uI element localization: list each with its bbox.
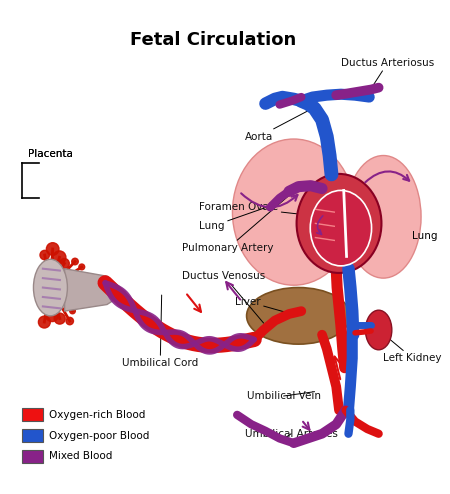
Text: Oxygen-poor Blood: Oxygen-poor Blood (49, 431, 149, 441)
Text: Ductus Venosus: Ductus Venosus (182, 271, 266, 323)
Text: Foramen Ovale: Foramen Ovale (199, 203, 321, 216)
Text: Lung: Lung (412, 231, 437, 241)
Text: Fetal Circulation: Fetal Circulation (130, 31, 297, 49)
Circle shape (81, 286, 94, 298)
Circle shape (78, 294, 89, 305)
Circle shape (72, 258, 78, 265)
Circle shape (79, 264, 85, 270)
Circle shape (40, 250, 50, 260)
FancyBboxPatch shape (22, 450, 43, 463)
Circle shape (70, 299, 77, 306)
Text: Liver: Liver (235, 297, 296, 315)
Text: Pulmonary Artery: Pulmonary Artery (182, 193, 292, 253)
Circle shape (38, 316, 50, 328)
Text: Umbilical Cord: Umbilical Cord (122, 295, 198, 368)
Text: Umbilical Arteries: Umbilical Arteries (245, 429, 338, 439)
Circle shape (74, 278, 86, 290)
Text: Placenta: Placenta (28, 149, 72, 159)
Text: Umbilical Vein: Umbilical Vein (247, 391, 320, 401)
Text: Placenta: Placenta (28, 149, 72, 159)
FancyBboxPatch shape (22, 429, 43, 442)
Ellipse shape (233, 139, 355, 285)
Circle shape (45, 308, 58, 322)
Circle shape (46, 243, 59, 255)
Circle shape (66, 317, 73, 325)
FancyArrowPatch shape (365, 171, 409, 182)
Circle shape (70, 308, 75, 314)
Text: Mixed Blood: Mixed Blood (49, 452, 112, 461)
Polygon shape (65, 269, 126, 311)
FancyArrowPatch shape (317, 216, 323, 234)
Circle shape (59, 258, 69, 268)
FancyArrowPatch shape (241, 193, 297, 207)
Text: Aorta: Aorta (245, 110, 310, 142)
Ellipse shape (247, 288, 351, 344)
Text: Oxygen-rich Blood: Oxygen-rich Blood (49, 410, 145, 420)
Circle shape (54, 313, 65, 324)
Ellipse shape (310, 190, 372, 266)
FancyBboxPatch shape (22, 408, 43, 421)
Ellipse shape (33, 259, 68, 316)
Circle shape (53, 251, 66, 264)
Ellipse shape (297, 174, 382, 273)
Ellipse shape (346, 156, 421, 278)
Circle shape (73, 274, 82, 282)
Ellipse shape (365, 310, 392, 350)
Text: Lung: Lung (199, 204, 277, 231)
Text: Left Kidney: Left Kidney (381, 332, 442, 363)
Text: Ductus Arteriosus: Ductus Arteriosus (341, 58, 434, 89)
